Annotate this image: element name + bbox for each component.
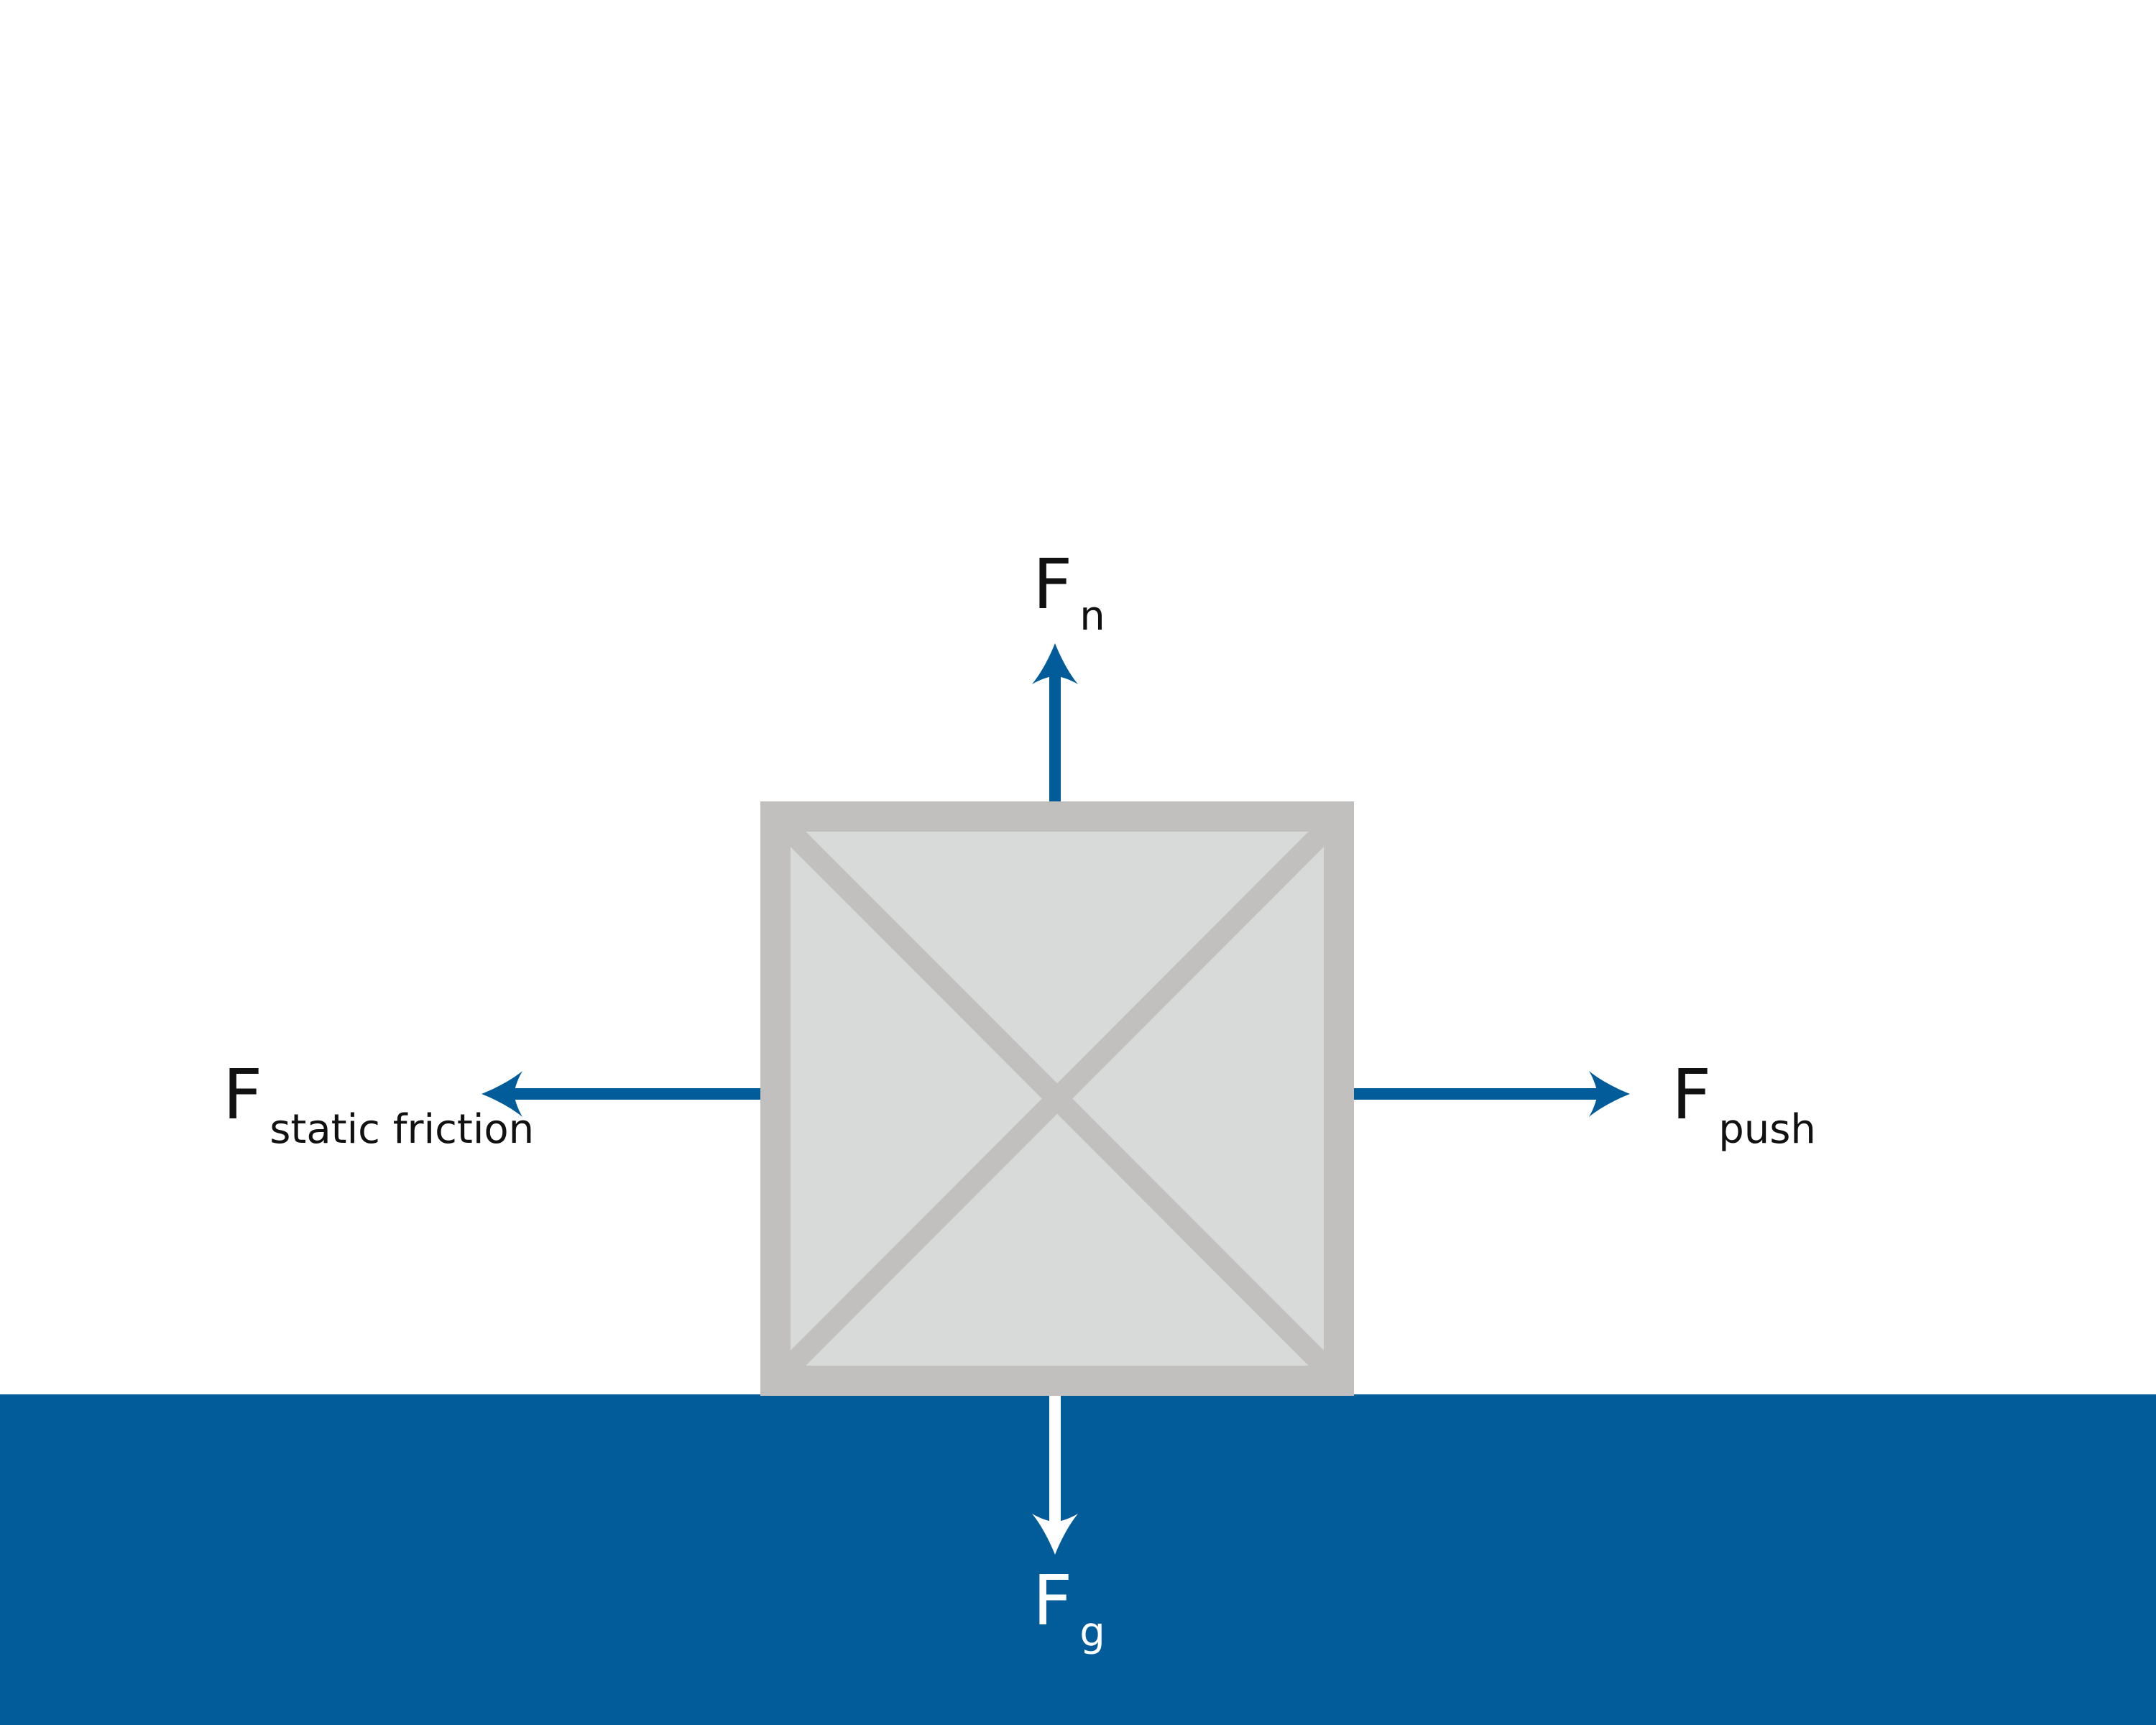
arrowhead-icon (1032, 643, 1078, 684)
crossed-box-icon (760, 801, 1354, 1396)
arrowhead-icon (482, 1071, 522, 1117)
normal-force-arrow (1032, 643, 1078, 804)
arrowhead-icon (1589, 1071, 1630, 1117)
gravity-force-arrow (1032, 1394, 1078, 1555)
friction-force-arrow (482, 1071, 762, 1117)
arrowhead-icon (1032, 1514, 1078, 1555)
ground-surface (0, 1394, 2156, 1725)
push-force-arrow (1350, 1071, 1630, 1117)
